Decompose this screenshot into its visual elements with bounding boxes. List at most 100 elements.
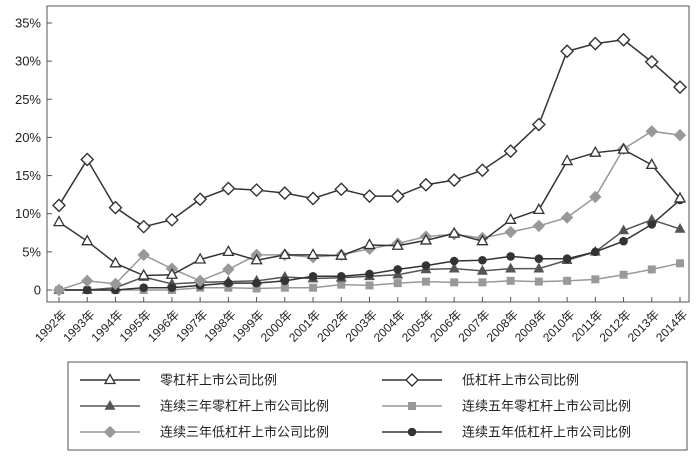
marker-point [390,189,405,204]
marker-point [309,283,318,292]
y-tick-label: 30% [15,54,41,69]
marker-point [449,256,459,266]
legend-label: 连续三年低杠杆上市公司比例 [160,425,329,441]
marker-point [447,173,462,188]
marker-point [421,277,430,286]
marker-point [505,262,517,273]
y-tick-label: 5% [22,244,41,259]
marker-point [194,252,207,264]
marker-point [365,281,374,290]
marker-legend [103,373,117,385]
marker-point [250,253,263,265]
legend-item: 连续五年低杠杆上市公司比例 [382,425,631,441]
marker-point [418,177,433,192]
legend-item: 低杠杆上市公司比例 [382,373,579,389]
marker-point [560,211,574,224]
marker-point [673,128,687,142]
marker-point [81,274,94,288]
marker-point [560,44,575,59]
marker-point [534,277,543,286]
marker-point [591,275,600,284]
legend-item: 连续三年低杠杆上市公司比例 [80,425,329,441]
marker-point [591,247,600,257]
marker-point [504,212,517,224]
marker-point [80,152,95,167]
series-line [58,148,681,277]
marker-point [589,145,602,157]
marker-point [647,220,657,229]
marker-point [280,283,289,292]
x-tick-label: 2014年 [653,307,690,344]
marker-point [82,285,92,295]
marker-point [278,248,291,260]
marker-point [108,200,123,215]
y-axis-ticks: 0 5% 10% 15% 20% 25% 30% 35% [15,16,52,298]
marker-point [280,276,290,286]
plot-frame [46,5,690,303]
marker-point [136,219,151,234]
marker-point [504,225,517,239]
y-tick-label: 0 [34,283,41,298]
marker-point [306,248,320,260]
marker-point [563,276,572,285]
marker-point [224,278,233,288]
marker-point [221,181,236,196]
marker-point [308,271,318,281]
marker-point [589,190,602,204]
marker-point [676,259,684,268]
marker-point [619,270,628,279]
marker-point [137,268,150,280]
series-6 [54,195,685,295]
axes [46,5,690,303]
marker-legend [103,425,117,439]
legend-label: 零杠杆上市公司比例 [160,373,277,389]
marker-point [391,238,404,250]
marker-point [673,191,687,203]
series-2 [52,32,687,234]
marker-point [335,248,348,260]
marker-point [506,252,515,261]
marker-point [531,117,546,132]
marker-point [562,254,572,264]
marker-point [450,278,459,287]
legend-label: 低杠杆上市公司比例 [462,373,579,389]
x-axis-ticks: 1992年1993年1994年1995年1996年1997年1998年1999年… [32,297,690,345]
marker-point [252,278,261,288]
marker-point [478,255,487,265]
y-tick-label: 15% [15,168,41,183]
marker-point [193,192,208,207]
legend-label: 连续五年低杠杆上市公司比例 [462,425,631,441]
marker-point [673,80,687,95]
legend-label: 连续五年零杠杆上市公司比例 [462,399,631,415]
marker-point [109,256,122,268]
marker-point [306,191,321,206]
marker-point [362,189,377,204]
marker-point [421,261,431,270]
marker-point [363,238,376,250]
marker-point [645,125,658,138]
marker-point [164,212,179,227]
legend-item: 连续三年零杠杆上市公司比例 [80,399,329,415]
series-group [52,32,687,297]
marker-point [336,271,346,281]
marker-point [448,226,461,238]
marker-point [644,54,659,69]
marker-point [393,265,403,274]
legend-box [67,361,688,451]
marker-point [109,277,122,291]
y-tick-label: 25% [15,92,41,107]
marker-point [532,203,545,215]
marker-legend [405,373,419,387]
marker-point [476,264,488,275]
marker-point [476,234,489,246]
y-tick-label: 10% [15,206,41,221]
marker-point [334,182,349,197]
marker-point [393,279,402,288]
marker-point [52,198,66,213]
marker-point [252,284,261,293]
legend-label: 连续三年零杠杆上市公司比例 [160,399,329,415]
marker-point [645,158,658,170]
marker-legend [104,399,116,410]
marker-point [475,163,490,178]
